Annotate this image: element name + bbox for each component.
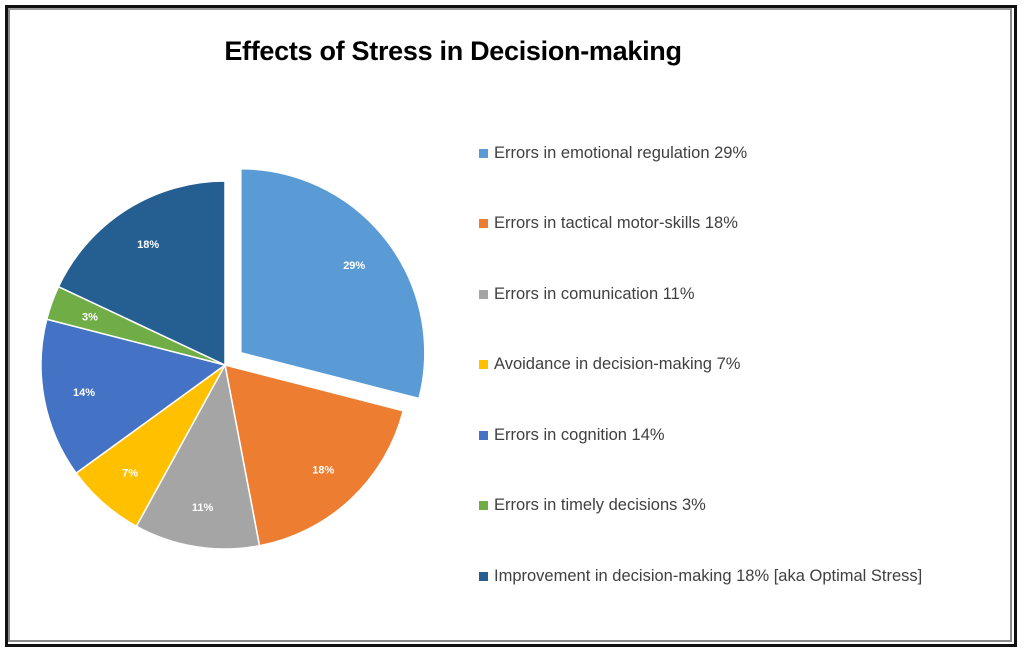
legend-swatch-icon: [479, 360, 488, 369]
legend-item: Errors in emotional regulation 29%: [479, 140, 747, 166]
legend-swatch-icon: [479, 289, 488, 299]
pie-slices: [40, 167, 426, 550]
legend-swatch-icon: [479, 501, 488, 510]
chart-border-inner: [8, 8, 1012, 642]
pie-slice-errors-in-comunication: [135, 364, 261, 550]
legend-item: Errors in cognition 14%: [479, 422, 665, 448]
pie-chart: 29% 18% 11% 7% 14% 3% 18%: [40, 167, 426, 550]
legend-item: Errors in timely decisions 3%: [479, 493, 706, 519]
legend-swatch-icon: [479, 430, 488, 440]
data-label: 14%: [73, 387, 95, 399]
legend-label: Errors in timely decisions 3%: [494, 496, 706, 514]
chart-border-outer: [5, 5, 1017, 647]
legend-label: Improvement in decision-making 18% [aka …: [494, 566, 923, 585]
legend-swatch-icon: [479, 148, 488, 158]
data-label: 11%: [192, 502, 214, 514]
data-label: 18%: [312, 465, 334, 477]
data-label: 7%: [122, 468, 138, 480]
legend-label: Errors in comunication 11%: [494, 284, 695, 303]
pie-slice-errors-in-emotional-regulation: [240, 167, 426, 400]
legend-swatch-icon: [479, 571, 488, 581]
legend-label: Errors in cognition 14%: [494, 425, 665, 444]
legend-label: Avoidance in decision-making 7%: [494, 355, 741, 373]
legend-item: Improvement in decision-making 18% [aka …: [479, 563, 922, 589]
data-label: 18%: [137, 239, 159, 251]
data-label: 29%: [343, 260, 365, 272]
pie-labels: 29% 18% 11% 7% 14% 3% 18%: [73, 239, 365, 514]
chart-title: Effects of Stress in Decision-making: [224, 36, 682, 66]
pie-slice-errors-in-tactical-motor-skills: [224, 364, 404, 547]
legend-label: Errors in tactical motor-skills 18%: [494, 214, 738, 232]
pie-slice-improvement-in-decision-making: [57, 180, 226, 366]
legend-label: Errors in emotional regulation 29%: [494, 143, 748, 162]
legend-item: Avoidance in decision-making 7%: [479, 352, 740, 378]
legend-item: Errors in tactical motor-skills 18%: [479, 211, 738, 237]
legend-item: Errors in comunication 11%: [479, 281, 695, 307]
data-label: 3%: [82, 311, 98, 323]
legend-swatch-icon: [479, 219, 488, 228]
pie-slice-errors-in-cognition: [40, 318, 226, 474]
